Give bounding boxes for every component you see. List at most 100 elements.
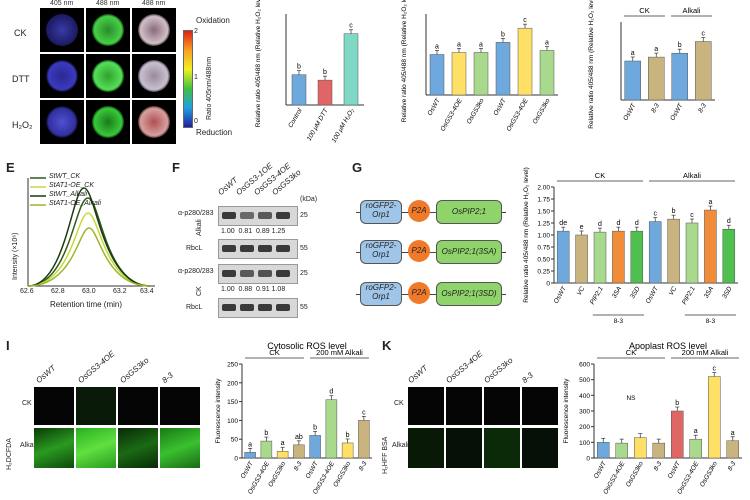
f-row-label: RbcL xyxy=(186,245,203,252)
e-xlabel: Retention time (min) xyxy=(50,300,123,309)
i-col-label: OsGS3ko xyxy=(118,355,151,385)
alkali-label: Alkali xyxy=(196,219,203,236)
y-tick-label: 150 xyxy=(227,399,238,406)
gel-band xyxy=(222,245,236,252)
bar xyxy=(726,440,739,459)
y-tick-label: 250 xyxy=(227,362,238,369)
category-label: OsGS3-4OE xyxy=(505,97,530,133)
gel-band xyxy=(240,245,254,252)
significance-letter: a xyxy=(479,41,483,48)
bar xyxy=(648,221,662,284)
bar xyxy=(429,54,445,96)
i-col-label: OsWT xyxy=(34,363,58,385)
bar xyxy=(291,74,307,106)
k-col-label: OsGS3-4OE xyxy=(444,349,485,385)
bar xyxy=(671,410,684,459)
significance-letter: d xyxy=(329,389,333,396)
i-col-label: 8-3 xyxy=(160,370,175,385)
kda-value: 55 xyxy=(300,245,308,252)
significance-letter: b xyxy=(675,400,679,407)
bar xyxy=(358,420,370,459)
significance-letter: a xyxy=(708,199,712,206)
significance-letter: a xyxy=(631,50,635,57)
e-xtick: 63.2 xyxy=(113,288,127,295)
category-label: 8-3 xyxy=(358,460,369,472)
construct-right: OsPIP2;1(3SA) xyxy=(436,240,502,264)
legend-entry: StWT_Alkali xyxy=(49,191,88,198)
bar xyxy=(695,41,712,101)
e-xtick: 62.6 xyxy=(20,288,34,295)
y-axis-label: Relative ratio 405/488 nm (Relative H₂O₂… xyxy=(523,167,530,302)
cell-image xyxy=(132,100,176,144)
k-col-label: OsWT xyxy=(406,363,430,385)
significance-letter: a xyxy=(694,428,698,435)
construct-right: OsPIP2;1 xyxy=(436,200,502,224)
significance-letter: b xyxy=(313,424,317,431)
category-label: OsWT xyxy=(426,97,442,117)
category-label: 8-3 xyxy=(653,460,664,472)
chart-l: Apoplast ROS level 0 100 200 300 400 500 600 Flu… xyxy=(563,341,742,496)
group-label: 200 mM Alkali xyxy=(316,348,363,357)
chart-c: Relative ratio 405/488 nm (Relative H₂O₂… xyxy=(401,0,558,133)
category-label: OsWT xyxy=(622,102,638,122)
significance-letter: a xyxy=(545,39,549,46)
category-label: 8-3 xyxy=(697,102,708,114)
category-label: OsWT xyxy=(305,460,321,480)
category-label: PIP2;1 xyxy=(681,285,697,306)
construct-left: roGFP2-Orp1 xyxy=(360,240,402,264)
category-label: OsWT xyxy=(553,285,569,305)
y-tick-label: 100 xyxy=(579,440,590,447)
colorbar-top-label: Oxidation xyxy=(196,16,230,25)
significance-letter: c xyxy=(713,366,717,373)
cell-image xyxy=(132,8,176,52)
category-label: OsWT xyxy=(240,460,256,480)
micrograph xyxy=(408,428,444,468)
construct-left: roGFP2-Orp1 xyxy=(360,282,402,306)
legend-entry: StAT1-OE_Alkali xyxy=(49,200,101,207)
category-label: VC xyxy=(668,285,679,297)
cell-image xyxy=(40,8,84,52)
category-label: OsWT xyxy=(593,460,609,480)
category-label: 100 μM H₂O₂ xyxy=(331,107,356,144)
gel-band xyxy=(222,212,236,219)
significance-letter: a xyxy=(457,41,461,48)
bar xyxy=(517,27,533,96)
bar xyxy=(343,33,359,106)
construct-line xyxy=(356,294,506,295)
significance-letter: c xyxy=(362,409,366,416)
construct-line xyxy=(356,252,506,253)
chart-j: Cytosolic ROS level 0 50 100 150 200 250 Fluore… xyxy=(215,341,372,496)
kda-label: (kDa) xyxy=(300,196,318,203)
category-label: OsGS3ko xyxy=(625,460,645,488)
colorbar xyxy=(183,30,193,128)
significance-letter: b xyxy=(297,64,301,71)
significance-letter: a xyxy=(654,46,658,53)
gel-band xyxy=(240,270,254,277)
category-label: 3SA xyxy=(611,286,623,300)
i-col-label: OsGS3-4OE xyxy=(76,349,117,385)
y-tick-label: 300 xyxy=(579,409,590,416)
significance-letter: c xyxy=(702,31,706,38)
category-label: OsGS3ko xyxy=(532,97,552,125)
y-tick-label: 2.00 xyxy=(537,185,550,192)
bar xyxy=(309,435,321,459)
y-tick-label: 1.75 xyxy=(537,197,550,204)
significance-letter: e xyxy=(580,224,584,231)
chart-d: Relative ratio 405/488 nm (Relative H₂O₂… xyxy=(588,0,715,129)
colorbar-tick: 1 xyxy=(194,74,198,81)
bar xyxy=(244,452,256,459)
bar xyxy=(630,230,644,284)
category-label: OsWT xyxy=(492,97,508,117)
ns-label: NS xyxy=(626,395,636,402)
bar xyxy=(451,52,467,96)
y-tick-label: 0 xyxy=(546,281,550,288)
micrograph xyxy=(446,428,482,468)
panel-letter-f: F xyxy=(172,160,180,175)
y-tick-label: 200 xyxy=(227,380,238,387)
group-label: Alkali xyxy=(683,171,701,180)
y-tick-label: 0 xyxy=(586,456,590,463)
group-label: CK xyxy=(595,171,605,180)
micrograph xyxy=(160,387,200,425)
micrograph xyxy=(160,428,200,468)
category-label: 8-3 xyxy=(293,460,304,472)
